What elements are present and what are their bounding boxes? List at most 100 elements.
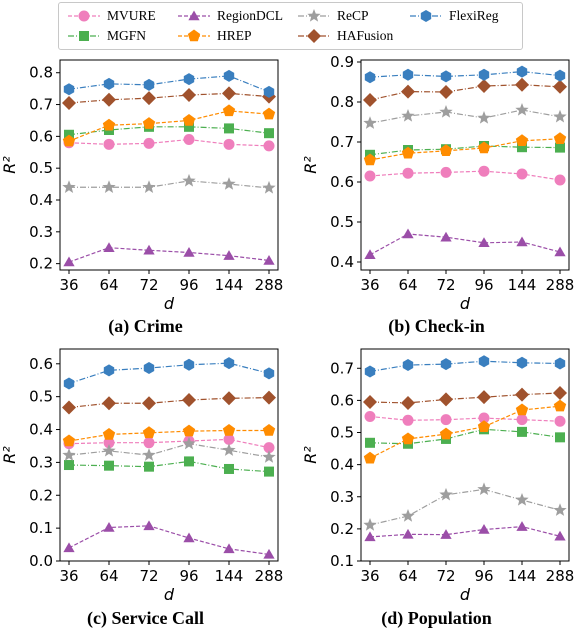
legend-item-mgfn: MGFN xyxy=(67,28,146,44)
data-point-regiondcl xyxy=(554,530,566,541)
data-point-mvure xyxy=(103,437,115,449)
series-line-flexireg xyxy=(68,362,270,385)
data-point-mvure xyxy=(554,415,566,427)
data-point-mvure xyxy=(143,437,155,449)
data-point-hafusion xyxy=(62,95,76,110)
series-line-regiondcl xyxy=(68,247,270,263)
data-point-flexireg xyxy=(263,367,275,380)
data-point-mvure xyxy=(263,442,275,454)
y-tick-label: 0.4 xyxy=(330,456,354,474)
series-hrep xyxy=(363,132,567,166)
x-axis-label: d xyxy=(460,294,471,313)
series-mvure xyxy=(63,134,275,152)
data-point-flexireg xyxy=(516,356,528,369)
data-point-regiondcl xyxy=(554,246,566,257)
data-point-regiondcl xyxy=(223,543,235,554)
data-point-flexireg xyxy=(554,357,566,370)
legend-swatch xyxy=(410,10,442,22)
data-point-hrep xyxy=(439,144,453,157)
data-point-hafusion xyxy=(363,395,377,409)
data-point-hafusion xyxy=(62,400,76,415)
data-point-hafusion xyxy=(142,396,156,411)
series-line-mgfn xyxy=(68,126,270,136)
legend-label: MVURE xyxy=(107,8,156,23)
data-point-hafusion xyxy=(515,77,529,92)
data-point-flexireg xyxy=(554,69,566,82)
data-point-mvure xyxy=(402,167,414,179)
legend-marker xyxy=(307,9,321,22)
series-line-recp xyxy=(69,180,270,189)
data-point-regiondcl xyxy=(440,529,452,539)
y-tick-label: 0.4 xyxy=(29,191,53,209)
series-mgfn xyxy=(64,456,274,477)
x-tick-label: 96 xyxy=(179,276,198,294)
data-point-flexireg xyxy=(263,85,275,98)
data-point-mvure xyxy=(478,412,490,424)
legend-swatch xyxy=(298,29,330,43)
y-tick-label: 0.2 xyxy=(29,255,53,273)
data-point-hafusion xyxy=(182,392,196,407)
data-point-regiondcl xyxy=(402,528,414,539)
data-point-mvure xyxy=(364,170,376,182)
data-point-hrep xyxy=(222,104,236,117)
legend-label: HAFusion xyxy=(337,28,394,43)
data-point-mvure xyxy=(554,174,566,186)
y-tick-label: 0.3 xyxy=(330,488,354,506)
y-tick-label: 0.1 xyxy=(29,519,53,537)
series-line-hrep xyxy=(68,110,270,142)
x-tick-label: 64 xyxy=(398,276,417,294)
panel-population: 0.1 0.2 0.3 0.4 0.5 0.6 0.7 36 64 72 96 144 288 d R² (… xyxy=(291,345,582,632)
x-tick-label: 72 xyxy=(139,567,158,585)
series-line-recp xyxy=(369,488,561,526)
data-point-recp xyxy=(102,180,116,193)
data-point-hrep xyxy=(222,424,236,436)
series-hrep xyxy=(62,104,276,147)
data-point-hafusion xyxy=(363,93,377,107)
data-point-recp xyxy=(262,180,276,194)
series-flexireg xyxy=(364,65,566,84)
data-point-hafusion xyxy=(401,84,415,99)
data-point-mvure xyxy=(263,140,275,152)
series-hafusion xyxy=(363,77,567,107)
series-recp xyxy=(62,436,276,463)
data-point-mvure xyxy=(143,137,155,149)
data-point-hrep xyxy=(262,424,276,436)
panel-caption: (d) Population xyxy=(381,608,492,628)
series-line-mvure xyxy=(68,438,270,449)
data-point-mvure xyxy=(516,168,528,180)
y-tick-label: 0.7 xyxy=(29,96,53,114)
data-point-hrep xyxy=(102,118,116,131)
data-point-recp xyxy=(477,482,491,496)
legend-label: HREP xyxy=(217,28,252,43)
data-point-mgfn xyxy=(144,461,154,472)
series-regiondcl xyxy=(364,521,566,542)
series-hrep xyxy=(363,399,567,464)
data-point-flexireg xyxy=(143,78,155,91)
series-hafusion xyxy=(363,386,567,410)
data-point-mvure xyxy=(402,414,414,426)
y-axis-label: R² xyxy=(301,446,320,464)
data-point-hafusion xyxy=(222,391,236,406)
data-point-recp xyxy=(182,436,196,450)
data-point-mvure xyxy=(478,165,490,177)
data-point-regiondcl xyxy=(516,521,528,531)
data-point-mvure xyxy=(364,410,376,422)
data-point-recp xyxy=(222,177,236,190)
legend: MVURE MGFN RegionDCL HREP ReCP HAFusion FlexiR… xyxy=(58,2,523,50)
data-point-mgfn xyxy=(365,437,375,448)
y-tick-label: 0.5 xyxy=(330,213,354,231)
y-tick-label: 0.7 xyxy=(330,133,354,151)
data-point-mgfn xyxy=(517,142,527,153)
data-point-mgfn xyxy=(104,460,114,471)
data-point-hrep xyxy=(182,424,196,437)
data-point-recp xyxy=(553,109,567,123)
data-point-hafusion xyxy=(222,86,236,101)
data-point-hrep xyxy=(363,153,377,166)
series-hafusion xyxy=(62,390,276,415)
panel-crime: 0.2 0.3 0.4 0.5 0.6 0.7 0.8 36 64 72 96 144 288 d R² (… xyxy=(0,52,291,342)
data-point-hafusion xyxy=(553,386,567,401)
data-point-hrep xyxy=(182,113,196,126)
data-point-flexireg xyxy=(516,65,528,78)
data-point-mvure xyxy=(183,134,195,146)
y-axis-label: R² xyxy=(301,156,320,174)
